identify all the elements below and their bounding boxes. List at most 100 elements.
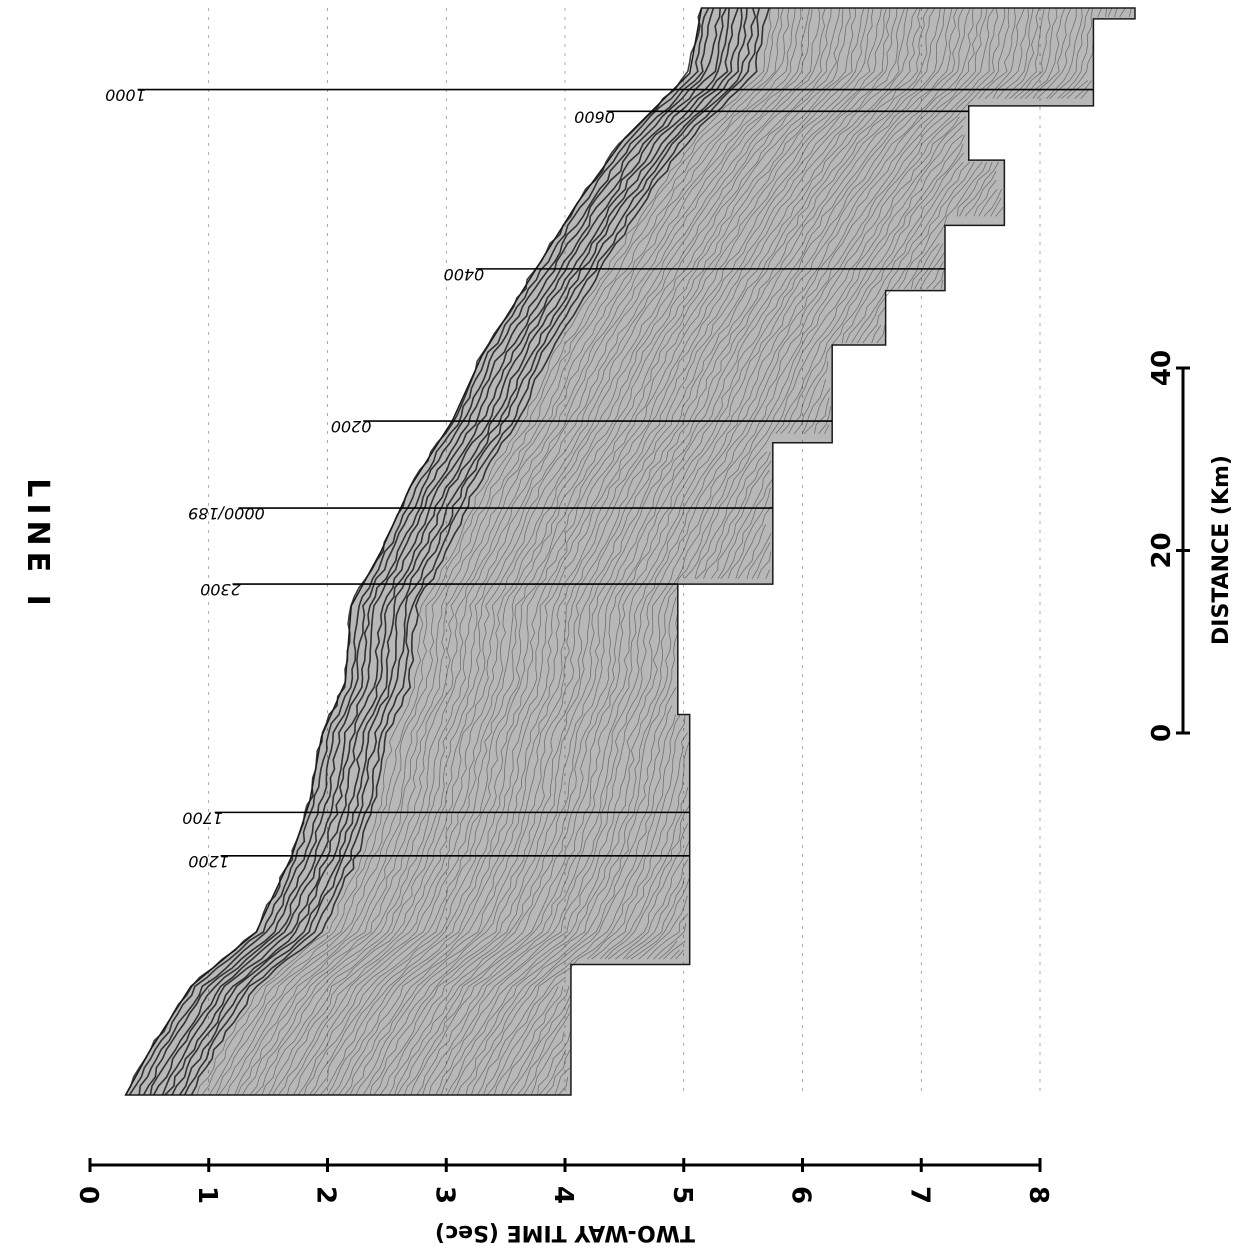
reflector-line <box>196 7 772 1096</box>
reflector-line <box>164 7 743 1096</box>
reflector-line <box>992 7 1030 99</box>
reflector-line <box>1119 7 1126 18</box>
reflector-line <box>824 424 830 434</box>
reflector-line <box>446 596 677 1096</box>
reflector-line <box>919 252 945 289</box>
reflector-line <box>249 7 826 1096</box>
reflector-line <box>695 451 768 579</box>
reflector-line <box>410 7 988 1096</box>
reflector-line <box>483 714 686 1096</box>
time-mark-label: 0200 <box>331 417 372 436</box>
reflector-line <box>932 270 944 290</box>
distance-tick-label: 0 <box>1147 724 1177 742</box>
reflector-line <box>684 116 967 579</box>
reflector-line <box>558 1076 569 1096</box>
reflector-line <box>226 7 802 1096</box>
reflector-line <box>599 786 689 960</box>
seismic-profile <box>124 7 1136 1096</box>
reflector-line <box>876 324 886 344</box>
reflector-line <box>1025 7 1066 99</box>
reflector-line <box>501 986 564 1096</box>
reflector-line <box>171 7 748 1096</box>
reflector-line <box>201 7 780 1096</box>
reflector-line <box>331 7 909 1096</box>
time-mark-label: 1000 <box>105 86 146 105</box>
reflector-line <box>313 7 891 1096</box>
reflector-line <box>267 7 844 1096</box>
time-mark-label: 2300 <box>200 580 241 599</box>
time-mark-label: 1200 <box>188 852 229 871</box>
reflector-line <box>234 7 810 1096</box>
reflector-line <box>803 388 831 435</box>
reflector-line <box>990 198 1002 217</box>
reflector-line <box>625 877 685 960</box>
reflector-line <box>638 895 688 960</box>
reflector-line <box>818 406 832 434</box>
reflector-line <box>995 207 1004 217</box>
reflector-line <box>914 243 944 289</box>
reflector-line <box>964 170 997 217</box>
time-axis: 0 1 2 3 4 5 6 7 8 TWO-WAY TIME (Sec) <box>73 1158 1053 1245</box>
reflector-line <box>857 161 975 344</box>
reflector-line <box>486 976 567 1096</box>
reflector-line <box>978 7 1016 99</box>
reflector-line <box>517 1004 570 1096</box>
reflector-line <box>236 7 813 1096</box>
reflector-line <box>1107 7 1113 18</box>
reflector-line <box>1097 7 1102 18</box>
reflector-line <box>940 279 944 289</box>
reflector-line <box>653 922 687 960</box>
reflector-line <box>814 397 830 434</box>
reflector-line <box>841 152 964 344</box>
reflector-line <box>1113 7 1118 18</box>
reflector-line <box>717 469 770 579</box>
time-axis-ticks: 0 1 2 3 4 5 6 7 8 <box>73 1158 1053 1204</box>
reflector-line <box>871 324 882 344</box>
reflector-line <box>1009 7 1045 99</box>
reflector-line <box>355 7 936 1096</box>
reflector-line <box>703 451 771 579</box>
reflector-line <box>978 188 998 217</box>
reflector-line <box>403 7 982 1096</box>
reflector-line <box>218 7 796 1096</box>
reflector-line <box>720 478 773 579</box>
reflector-line <box>788 143 964 434</box>
reflector-line <box>161 7 739 1096</box>
reflector-line <box>1014 7 1051 99</box>
time-tick-label: 1 <box>192 1186 222 1204</box>
reflector-line <box>983 189 1002 217</box>
reflector-line <box>751 542 771 579</box>
figure-title: LINE I <box>20 478 55 612</box>
time-tick-label: 0 <box>73 1186 103 1204</box>
reflector-line <box>801 379 826 434</box>
reflector-line <box>272 7 851 1096</box>
reflector-line <box>959 161 999 217</box>
reflector-line <box>996 7 1034 99</box>
reflector-line <box>494 986 559 1096</box>
reflector-line <box>369 7 946 1096</box>
reflector-line <box>663 940 686 960</box>
reflector-line <box>309 7 887 1096</box>
reflector-line <box>1036 7 1077 99</box>
reflector-line <box>242 7 820 1096</box>
reflector-line <box>1105 7 1108 18</box>
reflector-line <box>737 524 766 579</box>
reflector-line <box>775 134 963 434</box>
reflector-line <box>388 7 964 1096</box>
time-tick-label: 5 <box>667 1186 697 1204</box>
reflector-line <box>1004 7 1040 99</box>
reflector-line <box>746 533 772 579</box>
reflector-line <box>142 7 721 1096</box>
reflector-line <box>451 614 679 1096</box>
reflector-line <box>646 913 689 960</box>
reflector-line <box>435 7 1010 1096</box>
reflector-line <box>845 161 964 344</box>
reflector-line <box>851 161 970 344</box>
reflector-line <box>591 741 690 960</box>
reflector-line <box>1057 7 1093 99</box>
distance-tick-label: 20 <box>1147 532 1177 568</box>
reflector-line <box>422 7 999 1096</box>
reflector-line <box>293 7 870 1096</box>
reflector-line <box>984 7 1025 99</box>
